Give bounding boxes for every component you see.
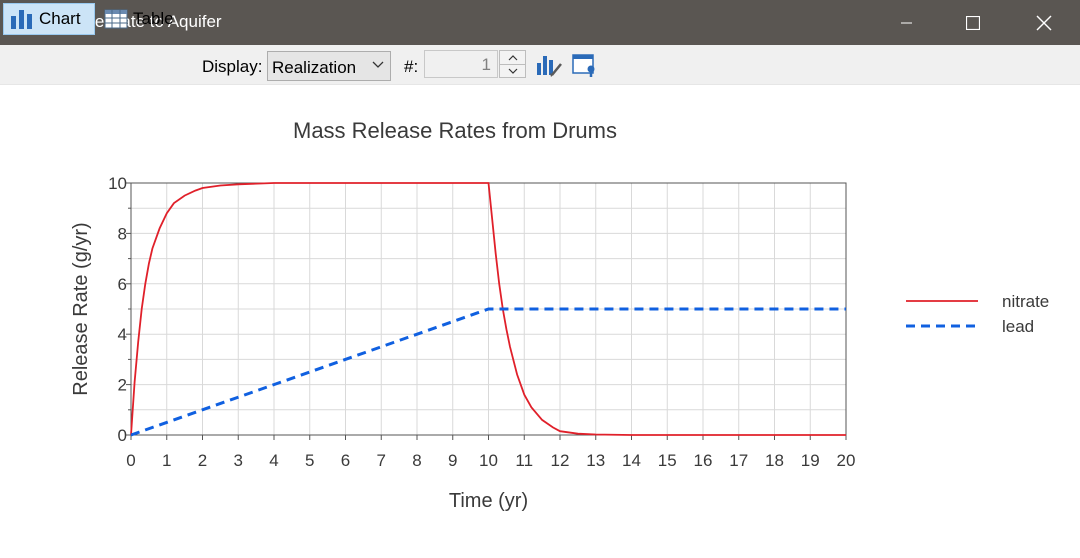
window-settings-button[interactable] [570,51,598,79]
maximize-button[interactable] [950,0,996,45]
table-icon [104,9,128,29]
legend-label-nitrate: nitrate [1002,292,1049,311]
y-tick-label: 6 [118,275,127,294]
chart-view-label: Chart [39,9,81,28]
chart-properties-button[interactable] [535,51,563,79]
x-tick-label: 11 [515,451,533,470]
minimize-icon [901,22,912,23]
display-select[interactable]: Realization [267,51,391,81]
close-icon [1036,15,1052,30]
table-view-label: Table [133,9,174,28]
number-label: #: [404,57,419,76]
x-tick-label: 19 [801,451,820,470]
x-tick-label: 8 [412,451,421,470]
x-tick-label: 9 [448,451,457,470]
y-axis-label: Release Rate (g/yr) [70,222,92,395]
series-lines [130,182,846,437]
minimize-button[interactable] [884,0,930,45]
chevron-down-icon [372,61,384,68]
x-tick-label: 10 [479,451,498,470]
realization-number-input[interactable]: 1 [424,50,498,78]
close-button[interactable] [1021,0,1067,45]
chevron-down-icon [508,68,517,74]
bar-chart-icon [11,10,32,29]
series-line-nitrate [130,182,846,436]
x-tick-label: 16 [694,451,713,470]
x-tick-label: 12 [551,451,570,470]
x-axis-label: Time (yr) [449,490,528,512]
x-tick-label: 13 [586,451,605,470]
y-tick-label: 10 [108,174,127,193]
y-tick-labels: 0 2 4 6 8 10 [108,174,127,445]
display-select-value: Realization [272,58,357,77]
y-tick-label: 2 [118,376,127,395]
x-tick-label: 17 [729,451,748,470]
legend: nitrate lead [906,292,1049,336]
maximize-icon [966,15,980,30]
spin-down-button[interactable] [500,64,525,77]
x-tick-label: 18 [765,451,784,470]
x-tick-label: 20 [837,451,856,470]
table-view-button[interactable]: Table [100,3,180,35]
spin-up-button[interactable] [500,51,525,65]
x-tick-label: 3 [234,451,243,470]
chart-edit-icon [537,56,562,77]
x-tick-label: 2 [198,451,207,470]
y-tick-label: 8 [118,224,127,243]
x-tick-labels: 0 1 2 3 4 5 6 7 8 9 10 11 12 13 14 15 16 17 18 19 20 [126,451,855,470]
y-tick-label: 4 [118,325,127,344]
axis-ticks [126,182,847,440]
series-line-lead [130,307,846,437]
chart-title: Mass Release Rates from Drums [293,118,617,143]
x-tick-label: 5 [305,451,314,470]
chart-view-button[interactable]: Chart [3,3,95,35]
realization-spinner[interactable] [499,50,526,78]
x-tick-label: 0 [126,451,135,470]
display-label: Display: [202,57,263,76]
x-tick-label: 7 [377,451,386,470]
x-tick-label: 4 [269,451,278,470]
x-tick-label: 15 [658,451,677,470]
x-tick-label: 14 [622,451,641,470]
x-tick-label: 1 [162,451,171,470]
x-tick-label: 6 [341,451,350,470]
window-wrench-icon [572,54,595,77]
y-tick-label: 0 [118,426,127,445]
chevron-up-icon [508,54,517,60]
legend-label-lead: lead [1002,317,1034,336]
